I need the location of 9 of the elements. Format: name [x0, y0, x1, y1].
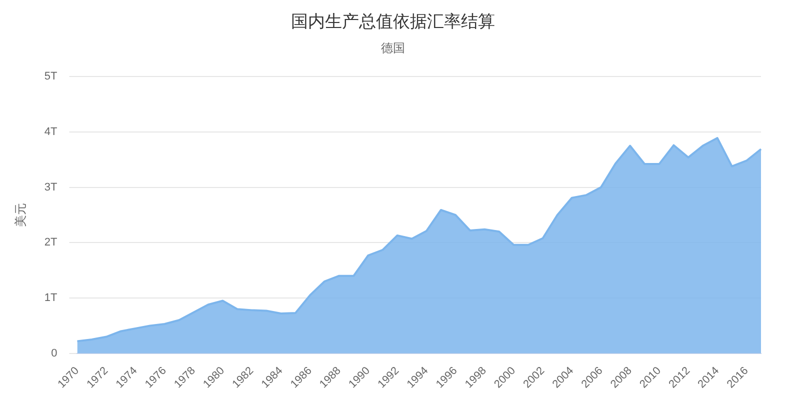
- chart-subtitle: 德国: [380, 40, 406, 57]
- y-tick-label: 5T: [44, 70, 58, 83]
- y-axis-title: 美元: [14, 202, 28, 227]
- chart-title: 国内生产总值依据汇率结算: [290, 11, 496, 33]
- y-tick-label: 1T: [44, 292, 58, 304]
- y-tick-label: 0: [51, 347, 58, 360]
- y-tick-label: 4T: [44, 126, 58, 138]
- y-tick-label: 3T: [44, 181, 58, 194]
- y-tick-label: 2T: [44, 236, 58, 249]
